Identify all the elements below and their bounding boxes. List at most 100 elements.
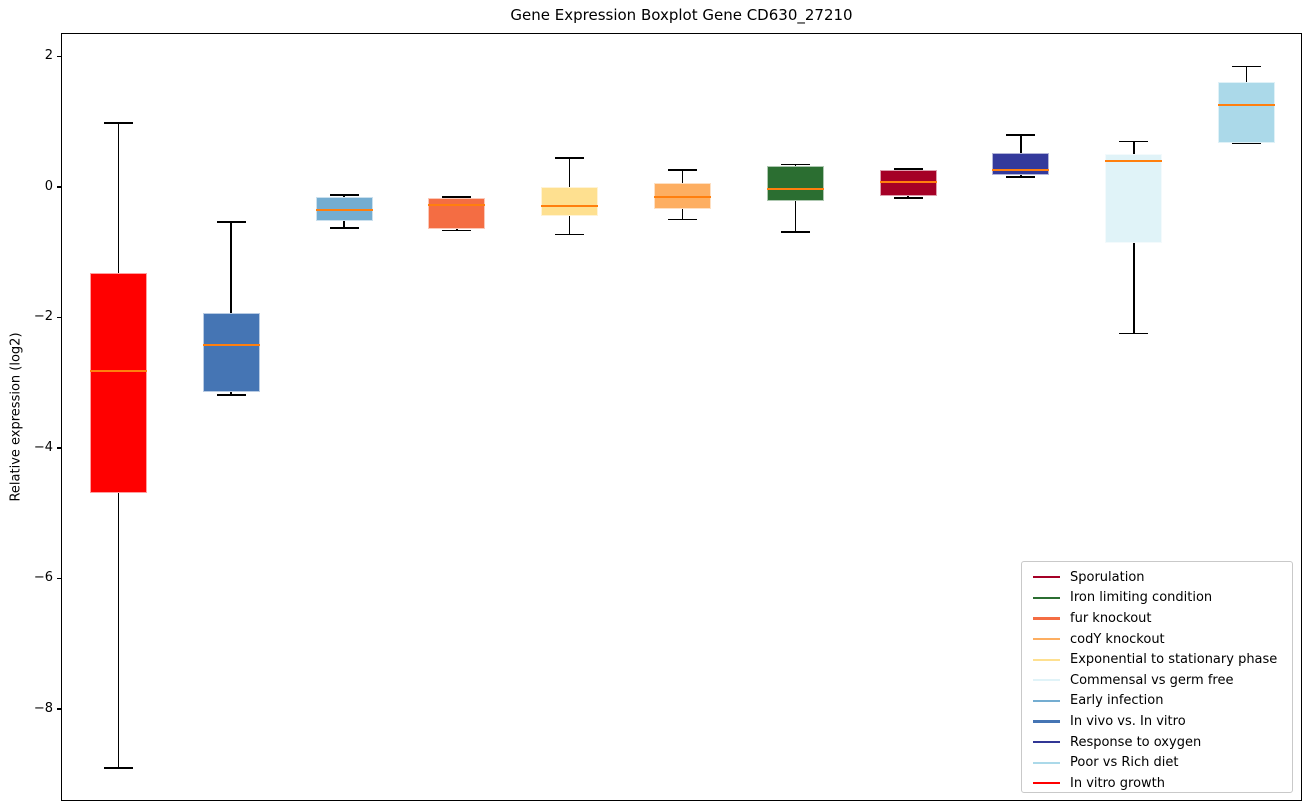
median-line	[315, 209, 373, 212]
legend-item-in-vivo-vs-in-vitro: In vivo vs. In vitro	[1031, 711, 1292, 732]
median-line	[879, 181, 937, 184]
legend-swatch	[1033, 699, 1060, 702]
box-rect	[89, 272, 147, 494]
y-tick-label: −8	[33, 700, 53, 716]
whisker-cap-lower	[442, 229, 472, 232]
median-line	[202, 344, 260, 347]
box-rect	[992, 153, 1050, 175]
whisker-lower-line	[681, 208, 684, 220]
legend-swatch	[1033, 596, 1060, 599]
y-tick-label: −2	[33, 309, 53, 325]
y-tick-mark	[57, 708, 61, 710]
whisker-upper-line	[230, 221, 232, 314]
legend-swatch	[1033, 782, 1060, 785]
whisker-lower-line	[568, 216, 571, 235]
legend-swatch	[1033, 679, 1060, 682]
legend-item-iron-limiting-condition: Iron limiting condition	[1031, 588, 1292, 609]
whisker-cap-upper	[216, 221, 246, 223]
whisker-lower-line	[1133, 243, 1135, 334]
y-tick-label: −6	[33, 570, 53, 586]
box-rect	[202, 313, 260, 393]
whisker-cap-lower	[216, 394, 246, 396]
y-tick-label: 2	[44, 48, 53, 64]
whisker-lower-line	[343, 221, 345, 228]
legend-swatch	[1033, 761, 1060, 764]
median-line	[1105, 160, 1163, 163]
y-tick-mark	[57, 186, 61, 188]
whisker-upper-line	[117, 122, 120, 273]
whisker-cap-lower	[1232, 142, 1262, 145]
whisker-lower-line	[117, 493, 120, 769]
whisker-upper-line	[343, 195, 345, 198]
legend: Sporulation Iron limiting condition fur kn…	[1021, 561, 1293, 793]
legend-swatch	[1033, 658, 1060, 661]
whisker-cap-lower	[780, 230, 810, 233]
whisker-cap-lower	[668, 218, 697, 221]
plot-area	[61, 33, 1302, 801]
legend-label: Response to oxygen	[1070, 734, 1202, 750]
whisker-cap-upper	[442, 196, 472, 198]
legend-label: codY knockout	[1070, 631, 1165, 647]
legend-item-response-to-oxygen: Response to oxygen	[1031, 732, 1292, 753]
legend-item-in-vitro-growth: In vitro growth	[1031, 773, 1292, 794]
whisker-upper-line	[1133, 141, 1135, 155]
box-rect	[428, 198, 486, 230]
legend-item-exponential-to-stationary-phase: Exponential to stationary phase	[1031, 649, 1292, 670]
y-tick-label: 0	[44, 178, 53, 194]
chart-title: Gene Expression Boxplot Gene CD630_27210	[510, 6, 853, 24]
legend-label: In vitro growth	[1070, 775, 1165, 791]
legend-swatch	[1033, 576, 1060, 579]
median-line	[89, 369, 147, 372]
whisker-cap-upper	[1232, 65, 1262, 68]
y-tick-mark	[57, 316, 61, 319]
whisker-cap-lower	[1119, 332, 1149, 335]
median-line	[654, 196, 711, 199]
box-rect	[879, 170, 937, 197]
legend-label: Iron limiting condition	[1070, 590, 1213, 606]
median-line	[428, 203, 486, 206]
legend-swatch	[1033, 637, 1060, 641]
y-tick-mark	[57, 55, 61, 58]
y-tick-mark	[57, 577, 61, 580]
legend-swatch	[1033, 617, 1060, 620]
legend-label: fur knockout	[1070, 610, 1152, 626]
whisker-cap-upper	[668, 168, 697, 171]
legend-item-poor-vs-rich-diet: Poor vs Rich diet	[1031, 752, 1292, 773]
whisker-cap-upper	[555, 157, 585, 159]
median-line	[541, 204, 599, 207]
whisker-cap-upper	[329, 194, 359, 196]
whisker-lower-line	[794, 201, 797, 232]
median-line	[992, 169, 1050, 172]
whisker-cap-lower	[893, 196, 923, 199]
median-line	[766, 188, 824, 191]
whisker-lower-line	[1020, 174, 1022, 177]
legend-item-commensal-vs-germ-free: Commensal vs germ free	[1031, 670, 1292, 691]
box-rect	[1218, 81, 1276, 143]
whisker-cap-upper	[1119, 140, 1149, 143]
whisker-lower-line	[230, 392, 232, 395]
legend-item-early-infection: Early infection	[1031, 691, 1292, 712]
legend-label: Exponential to stationary phase	[1070, 652, 1278, 668]
whisker-upper-line	[568, 157, 571, 188]
box-rect	[654, 182, 711, 209]
whisker-cap-upper	[103, 121, 133, 124]
box-rect	[541, 187, 599, 217]
legend-label: Poor vs Rich diet	[1070, 755, 1179, 771]
whisker-cap-upper	[1006, 134, 1036, 136]
y-tick-label: −4	[33, 439, 53, 455]
box-rect	[766, 165, 824, 202]
whisker-upper-line	[1245, 66, 1248, 82]
whisker-cap-lower	[103, 767, 133, 769]
legend-swatch	[1033, 740, 1060, 744]
legend-item-cody-knockout: codY knockout	[1031, 629, 1292, 650]
box-rect	[1105, 154, 1163, 244]
y-axis-label: Relative expression (log2)	[8, 332, 24, 502]
median-line	[1218, 104, 1276, 107]
legend-label: In vivo vs. In vitro	[1070, 713, 1186, 729]
legend-item-fur-knockout: fur knockout	[1031, 608, 1292, 629]
whisker-cap-upper	[780, 163, 810, 166]
whisker-cap-upper	[893, 168, 923, 170]
legend-swatch	[1033, 720, 1060, 723]
legend-label: Commensal vs germ free	[1070, 672, 1234, 688]
